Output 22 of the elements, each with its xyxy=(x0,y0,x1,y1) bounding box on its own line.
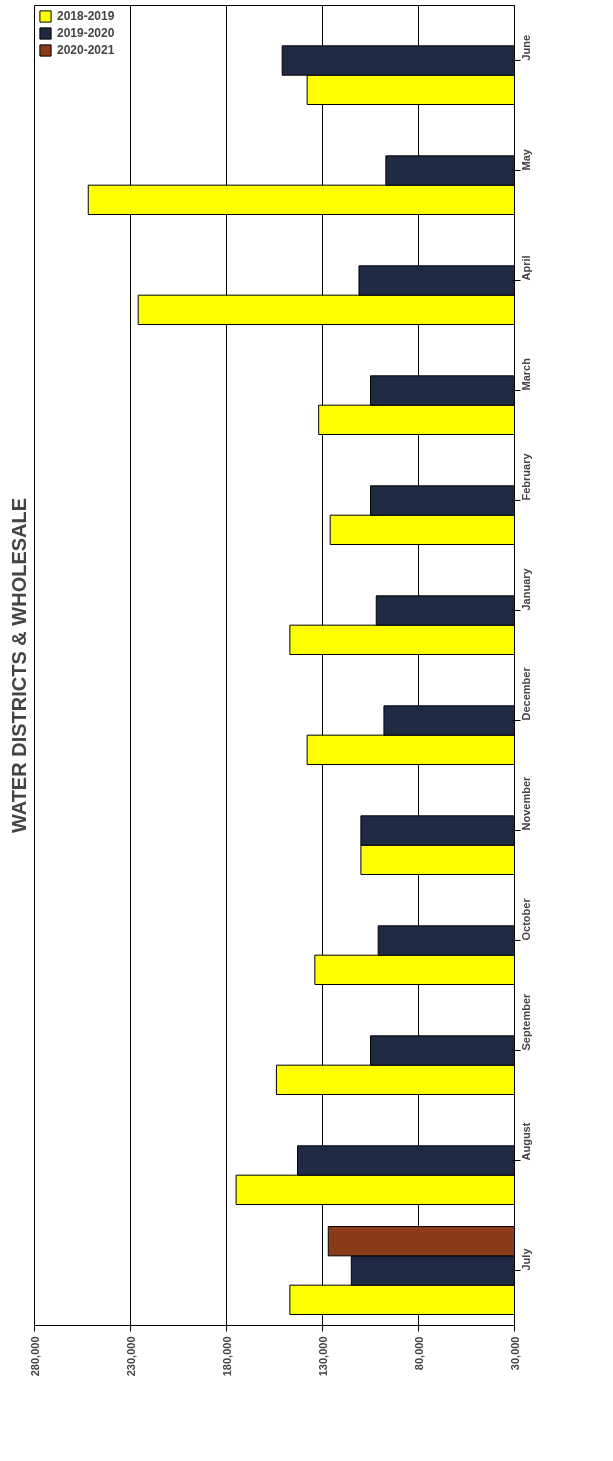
legend-label: 2018-2019 xyxy=(57,9,115,23)
x-tick-label: 230,000 xyxy=(124,1336,137,1377)
y-tick-label: June xyxy=(519,34,532,61)
x-tick-label: 130,000 xyxy=(316,1336,329,1377)
y-tick-label: November xyxy=(519,775,532,831)
y-tick-label: February xyxy=(519,452,532,501)
x-tick-label: 280,000 xyxy=(28,1336,41,1377)
y-tick-label: March xyxy=(519,357,532,391)
y-tick-label: January xyxy=(519,567,532,611)
y-tick-label: September xyxy=(519,992,532,1051)
y-tick-label: May xyxy=(519,148,532,171)
legend-label: 2020-2021 xyxy=(57,43,115,57)
y-tick-label: July xyxy=(519,1247,532,1271)
x-tick-label: 180,000 xyxy=(220,1336,233,1377)
y-tick-label: August xyxy=(519,1122,532,1161)
x-tick-label: 80,000 xyxy=(412,1336,425,1371)
y-tick-label: October xyxy=(519,897,532,941)
legend-label: 2019-2020 xyxy=(57,26,115,40)
text: WATER DISTRICTS & WHOLESALE xyxy=(7,497,30,834)
y-tick-label: December xyxy=(519,666,532,721)
x-tick-label: 30,000 xyxy=(508,1336,521,1371)
y-tick-label: April xyxy=(519,255,532,281)
